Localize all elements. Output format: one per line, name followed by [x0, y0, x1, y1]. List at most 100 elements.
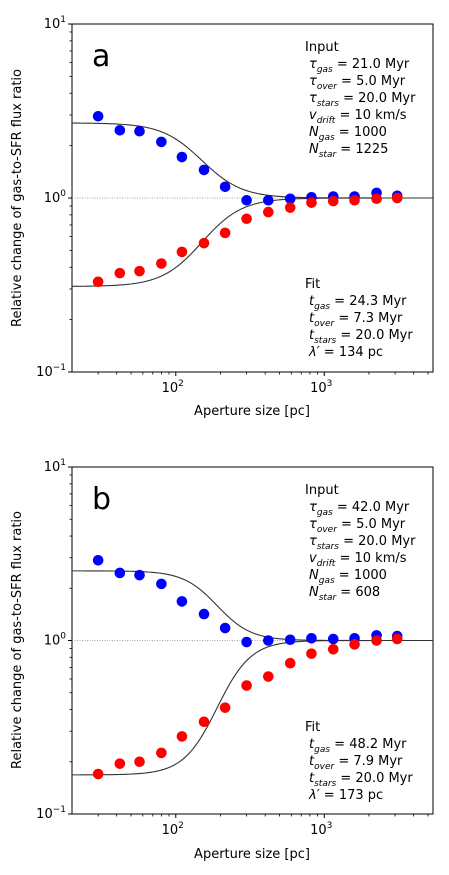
- y-tick-label: 101: [44, 15, 66, 32]
- y-tick-exponent: 0: [60, 189, 66, 199]
- param-symbol: t: [309, 754, 315, 769]
- param-subscript: gas: [314, 745, 330, 755]
- x-tick-label: 103: [310, 379, 332, 396]
- red-data-point: [92, 768, 104, 780]
- param-symbol: N: [309, 125, 319, 140]
- red-data-point: [198, 237, 210, 249]
- param-subscript: gas: [314, 302, 330, 312]
- param-subscript: stars: [317, 542, 339, 552]
- blue-data-point: [134, 125, 145, 137]
- y-tick-base: 10: [44, 17, 61, 32]
- input-box-line: Nstar = 1225: [309, 142, 388, 160]
- red-data-point: [263, 206, 274, 218]
- fit-box-line: tstars = 20.0 Myr: [309, 328, 413, 346]
- red-data-point: [219, 227, 231, 239]
- panel-b: b Aperture size [pc] Relative change of …: [10, 458, 434, 862]
- param-value: = 7.3 Myr: [334, 311, 403, 326]
- param-symbol: t: [309, 294, 315, 309]
- blue-data-point: [219, 622, 231, 634]
- input-box-title: Input: [305, 40, 339, 55]
- red-data-point: [241, 213, 252, 225]
- blue-data-point: [306, 632, 317, 644]
- x-tick-exponent: 3: [327, 379, 333, 389]
- param-symbol: N: [309, 568, 319, 583]
- red-data-point: [176, 246, 188, 258]
- input-box-line: τstars = 20.0 Myr: [309, 91, 416, 109]
- fit-curve-lower: [72, 197, 433, 287]
- param-value: = 10 km/s: [335, 551, 406, 566]
- x-tick-label: 102: [162, 379, 184, 396]
- param-value: = 24.3 Myr: [330, 294, 407, 309]
- param-subscript: star: [319, 593, 338, 603]
- param-value: = 1225: [336, 142, 388, 157]
- fit-box-line: tover = 7.3 Myr: [309, 311, 403, 329]
- param-value: = 10 km/s: [335, 108, 406, 123]
- blue-data-point: [114, 567, 126, 579]
- red-data-point: [284, 657, 296, 669]
- red-data-point: [391, 192, 403, 204]
- param-symbol: v: [309, 108, 317, 123]
- blue-data-point: [284, 193, 296, 205]
- blue-data-point: [263, 195, 274, 206]
- y-tick-base: 10: [44, 460, 61, 475]
- y-tick-base: 10: [44, 191, 61, 206]
- param-symbol: τ: [309, 517, 317, 532]
- fit-box-line: tstars = 20.0 Myr: [309, 771, 413, 789]
- panel-label: a: [92, 39, 110, 74]
- param-symbol: τ: [309, 500, 317, 515]
- red-data-point: [92, 276, 104, 288]
- param-value: = 1000: [335, 125, 387, 140]
- param-symbol: τ: [309, 57, 317, 72]
- y-tick-exponent: −1: [53, 805, 66, 815]
- red-data-point: [263, 671, 274, 682]
- param-value: = 20.0 Myr: [339, 534, 416, 549]
- param-value: = 48.2 Myr: [330, 737, 407, 752]
- param-value: = 5.0 Myr: [337, 74, 406, 89]
- red-data-point: [156, 747, 167, 759]
- x-tick-base: 10: [162, 381, 179, 396]
- input-box-title: Input: [305, 483, 339, 498]
- fit-box-line: tover = 7.9 Myr: [309, 754, 403, 772]
- param-value: = 42.0 Myr: [333, 500, 410, 515]
- red-data-point: [371, 635, 382, 646]
- param-subscript: over: [314, 319, 335, 329]
- fit-box-line: tgas = 24.3 Myr: [309, 294, 407, 312]
- blue-data-point: [156, 578, 167, 590]
- fit-box-title: Fit: [305, 720, 320, 735]
- param-subscript: drift: [317, 559, 336, 569]
- red-data-point: [371, 193, 382, 205]
- red-data-point: [114, 267, 126, 279]
- blue-data-point: [327, 633, 339, 645]
- param-value: = 173 pc: [320, 788, 384, 803]
- x-tick-base: 10: [310, 823, 327, 838]
- param-symbol: τ: [309, 534, 317, 549]
- param-value: = 7.9 Myr: [334, 754, 403, 769]
- blue-data-point: [284, 634, 296, 646]
- fit-box-line: λ′ = 173 pc: [308, 788, 383, 803]
- plot-area: [72, 110, 433, 288]
- x-tick-exponent: 2: [178, 821, 184, 831]
- red-data-point: [198, 716, 210, 728]
- red-data-point: [327, 643, 339, 655]
- y-tick-label: 10−1: [36, 805, 66, 822]
- y-tick-base: 10: [36, 365, 53, 380]
- param-symbol: t: [309, 771, 315, 786]
- input-box-line: vdrift = 10 km/s: [309, 551, 407, 569]
- y-axis-label: Relative change of gas-to-SFR flux ratio: [10, 69, 25, 327]
- param-value: = 21.0 Myr: [333, 57, 410, 72]
- input-box-line: Nstar = 608: [309, 585, 380, 603]
- red-data-point: [114, 758, 126, 769]
- red-data-point: [349, 639, 360, 650]
- blue-data-point: [241, 195, 252, 206]
- input-box-line: τover = 5.0 Myr: [309, 74, 406, 92]
- red-data-point: [327, 195, 339, 207]
- param-subscript: gas: [317, 65, 333, 75]
- red-data-point: [156, 258, 167, 269]
- blue-data-point: [92, 554, 104, 566]
- blue-data-point: [263, 635, 274, 646]
- blue-data-point: [176, 596, 188, 607]
- red-data-point: [284, 202, 296, 213]
- param-subscript: gas: [319, 576, 335, 586]
- y-tick-label: 100: [44, 632, 67, 649]
